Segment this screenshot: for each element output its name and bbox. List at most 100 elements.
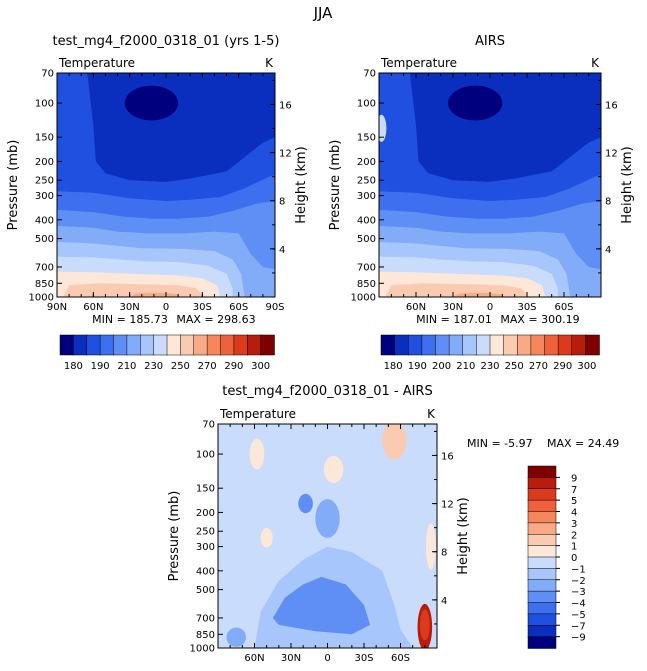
height-tick-label: 4 bbox=[279, 245, 285, 256]
y-tick-label: 100 bbox=[357, 99, 376, 110]
colorbar-cell bbox=[421, 334, 437, 356]
colorbar-label: 2 bbox=[571, 530, 577, 541]
colorbar-label: 3 bbox=[571, 519, 577, 530]
contour-blob bbox=[426, 523, 436, 570]
colorbar-cell bbox=[206, 334, 222, 356]
colorbar-cell bbox=[73, 334, 88, 356]
colorbar-cell bbox=[527, 465, 557, 479]
colorbar-label: 230 bbox=[144, 361, 163, 372]
colorbar-cell bbox=[193, 334, 208, 356]
colorbar-label: 7 bbox=[571, 485, 577, 496]
colorbar-cell bbox=[435, 334, 450, 356]
colorbar-cell bbox=[527, 499, 557, 513]
y-axis-label: Pressure (mb) bbox=[6, 140, 21, 231]
colorbar-cell bbox=[527, 579, 557, 592]
colorbar-cell bbox=[247, 334, 262, 356]
y-tick-label: 250 bbox=[35, 176, 54, 187]
contour-blob bbox=[379, 114, 387, 142]
height-axis-label: Height (km) bbox=[456, 497, 471, 574]
colorbar-cell bbox=[380, 334, 396, 356]
contour-blob bbox=[315, 499, 340, 538]
colorbar-label: 290 bbox=[224, 361, 243, 372]
colorbar-cell bbox=[476, 334, 491, 356]
colorbar-label: 270 bbox=[198, 361, 217, 372]
y-tick-label: 500 bbox=[196, 585, 215, 596]
contour-band bbox=[129, 292, 181, 297]
colorbar-cell bbox=[571, 334, 587, 356]
colorbar-cell bbox=[527, 625, 557, 638]
colorbar-label: 250 bbox=[171, 361, 190, 372]
variable-label: Temperature bbox=[219, 407, 296, 421]
height-tick-label: 16 bbox=[279, 100, 292, 111]
colorbar-cell bbox=[527, 511, 557, 524]
y-tick-label: 150 bbox=[35, 133, 54, 144]
height-axis-label: Height (km) bbox=[294, 146, 309, 223]
colorbar-cell bbox=[180, 334, 195, 356]
colorbar-label: 180 bbox=[64, 361, 83, 372]
colorbar-cell bbox=[527, 534, 557, 547]
colorbar-cell bbox=[394, 334, 409, 356]
x-axis: 60N 30N 0 30S 60S bbox=[390, 73, 590, 313]
x-tick-label: 30S bbox=[354, 653, 373, 664]
height-tick-label: 12 bbox=[605, 149, 618, 160]
x-tick-label: 30N bbox=[443, 302, 463, 313]
y-tick-label: 300 bbox=[357, 191, 376, 202]
y-tick-label: 1000 bbox=[351, 293, 376, 304]
colorbar-label: 300 bbox=[251, 361, 270, 372]
colorbar-cell bbox=[59, 334, 75, 356]
y-axis: 70 100 150 200 250 300 400 500 700 850 1000 Pressur… bbox=[328, 69, 384, 304]
colorbar-label: 0 bbox=[571, 553, 577, 564]
colorbar-cell bbox=[530, 334, 546, 356]
colorbar-cell bbox=[153, 334, 168, 356]
height-axis: 16 12 8 4 Height (km) bbox=[270, 79, 309, 274]
y-tick-label: 500 bbox=[357, 234, 376, 245]
contour-blob bbox=[576, 75, 597, 122]
colorbar-cell bbox=[86, 334, 101, 356]
colorbar-label: −7 bbox=[571, 621, 586, 632]
y-tick-label: 1000 bbox=[190, 644, 215, 655]
panel-model: test_mg4_f2000_0318_01 (yrs 1-5) Temperat… bbox=[6, 34, 309, 372]
colorbar-label: 230 bbox=[480, 361, 499, 372]
colorbar-label: 210 bbox=[117, 361, 136, 372]
y-tick-label: 200 bbox=[35, 157, 54, 168]
colorbar-cell bbox=[544, 334, 559, 356]
y-tick-label: 400 bbox=[196, 566, 215, 577]
height-tick-label: 4 bbox=[441, 596, 447, 607]
height-tick-label: 16 bbox=[441, 451, 454, 462]
height-tick-label: 12 bbox=[279, 149, 292, 160]
x-tick-label: 0 bbox=[487, 302, 493, 313]
y-tick-label: 100 bbox=[196, 450, 215, 461]
height-tick-label: 16 bbox=[605, 100, 618, 111]
colorbar-label: 300 bbox=[577, 361, 596, 372]
x-axis: 60N 30N 0 30S 60S bbox=[229, 424, 426, 664]
y-tick-label: 1000 bbox=[29, 293, 54, 304]
units-label: K bbox=[427, 407, 436, 421]
y-tick-label: 150 bbox=[196, 484, 215, 495]
colorbar-label: 5 bbox=[571, 496, 577, 507]
height-axis: 16 12 8 4 Height (km) bbox=[432, 430, 471, 625]
colorbar-label: −2 bbox=[571, 576, 586, 587]
variable-label: Temperature bbox=[58, 56, 135, 70]
colorbar-label: −5 bbox=[571, 610, 586, 621]
contour-blob bbox=[250, 75, 271, 122]
y-tick-label: 700 bbox=[35, 262, 54, 273]
contour-band bbox=[272, 576, 371, 635]
x-tick-label: 30S bbox=[517, 302, 536, 313]
colorbar-cell bbox=[166, 334, 182, 356]
min-stat: MIN = 185.73 bbox=[92, 313, 168, 326]
contour-blob bbox=[419, 609, 430, 641]
units-label: K bbox=[265, 56, 274, 70]
colorbar: 180 190 210 230 250 270 290 300 bbox=[59, 334, 275, 372]
colorbar-label: −4 bbox=[571, 599, 586, 610]
colorbar-cell bbox=[527, 613, 557, 626]
y-tick-label: 300 bbox=[196, 542, 215, 553]
colorbar-cell bbox=[527, 568, 557, 581]
contour-fill bbox=[57, 73, 275, 297]
colorbar-cell bbox=[462, 334, 478, 356]
colorbar-cell bbox=[220, 334, 235, 356]
x-axis: 90N 60N 30N 0 30S 60S 90S bbox=[47, 73, 285, 313]
panel-title: test_mg4_f2000_0318_01 (yrs 1-5) bbox=[53, 34, 280, 49]
colorbar-label: 290 bbox=[553, 361, 572, 372]
x-tick-label: 30S bbox=[193, 302, 212, 313]
